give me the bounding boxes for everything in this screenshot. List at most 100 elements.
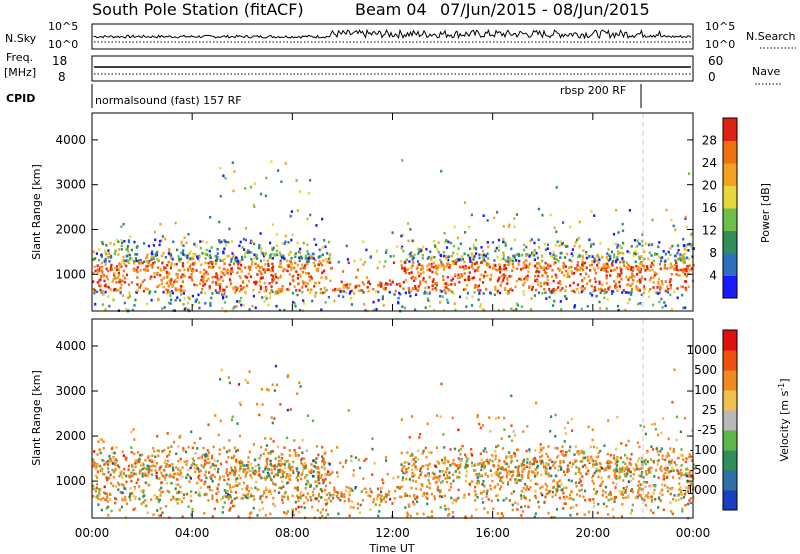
- power-echo-cell: [117, 273, 121, 277]
- velocity-echo-cell: [320, 496, 323, 499]
- power-echo-cell: [377, 284, 380, 287]
- power-echo-cell: [502, 276, 505, 280]
- velocity-echo-cell: [632, 467, 635, 470]
- velocity-echo-cell: [687, 490, 690, 493]
- power-echo-cell: [204, 261, 207, 265]
- velocity-echo-cell: [575, 504, 578, 507]
- velocity-echo-cell: [285, 476, 288, 479]
- velocity-echo-cell: [310, 468, 313, 472]
- power-echo-cell: [186, 256, 189, 259]
- power-echo-cell: [214, 275, 217, 279]
- power-echo-cell: [107, 249, 110, 252]
- velocity-echo-cell: [677, 472, 680, 475]
- power-echo-cell: [676, 287, 679, 290]
- velocity-echo-cell: [105, 506, 108, 510]
- power-echo-cell: [470, 259, 474, 263]
- power-echo-cell: [322, 259, 325, 263]
- nave-tick-high: 60: [708, 54, 723, 68]
- power-echo-cell: [237, 301, 240, 304]
- velocity-echo-cell: [230, 466, 233, 469]
- power-echo-cell: [318, 281, 321, 285]
- velocity-echo-cell: [181, 466, 184, 469]
- power-echo-cell: [418, 274, 421, 278]
- power-echo-cell: [517, 253, 520, 256]
- power-echo-cell: [404, 291, 407, 295]
- velocity-echo-cell: [217, 467, 220, 471]
- power-echo-cell: [549, 213, 552, 217]
- velocity-echo-cell: [621, 503, 624, 506]
- velocity-echo-cell: [450, 482, 453, 485]
- power-echo-cell: [290, 266, 293, 269]
- velocity-echo-cell: [554, 493, 557, 497]
- power-echo-cell: [675, 268, 678, 271]
- power-echo-cell: [591, 255, 594, 258]
- power-echo-cell: [516, 302, 519, 306]
- power-echo-cell: [358, 284, 361, 288]
- velocity-echo-cell: [483, 461, 486, 464]
- power-echo-cell: [306, 271, 309, 275]
- power-echo-cell: [293, 266, 296, 270]
- power-echo-cell: [113, 288, 116, 292]
- velocity-echo-cell: [595, 490, 598, 493]
- power-echo-cell: [210, 296, 213, 300]
- power-echo-cell: [640, 276, 643, 280]
- velocity-echo-cell: [503, 460, 506, 463]
- power-echo-cell: [658, 241, 661, 244]
- velocity-echo-cell: [292, 510, 295, 513]
- power-echo-cell: [646, 267, 649, 271]
- velocity-echo-cell: [615, 460, 618, 464]
- power-echo-cell: [123, 240, 126, 243]
- velocity-echo-cell: [278, 491, 281, 494]
- power-echo-cell: [471, 263, 474, 267]
- power-echo-cell: [147, 261, 150, 265]
- velocity-echo-cell: [431, 471, 434, 475]
- power-echo-cell: [222, 296, 225, 300]
- velocity-echo-cell: [152, 446, 155, 450]
- velocity-echo-cell: [554, 466, 557, 470]
- power-echo-cell: [403, 260, 406, 264]
- velocity-echo-cell: [669, 501, 672, 504]
- power-echo-cell: [328, 261, 331, 264]
- power-echo-cell: [433, 243, 436, 247]
- power-echo-cell: [635, 245, 638, 249]
- power-echo-cell: [454, 308, 457, 312]
- power-echo-cell: [107, 269, 110, 273]
- velocity-echo-cell: [206, 454, 209, 457]
- velocity-echo-cell: [256, 402, 259, 406]
- power-echo-cell: [291, 278, 294, 282]
- power-echo-cell: [516, 267, 519, 270]
- velocity-echo-cell: [324, 498, 327, 502]
- power-echo-cell: [329, 256, 332, 259]
- power-echo-cell: [116, 276, 119, 279]
- velocity-echo-cell: [506, 471, 509, 474]
- power-echo-cell: [614, 286, 617, 290]
- power-echo-cell: [575, 238, 579, 242]
- velocity-echo-cell: [570, 497, 573, 500]
- velocity-echo-cell: [411, 415, 414, 418]
- power-echo-cell: [620, 277, 623, 281]
- velocity-echo-cell: [685, 474, 689, 478]
- velocity-echo-cell: [197, 456, 200, 460]
- velocity-echo-cell: [666, 486, 669, 489]
- power-echo-cell: [531, 253, 534, 257]
- velocity-echo-cell: [264, 467, 267, 471]
- velocity-echo-cell: [95, 467, 98, 471]
- power-echo-cell: [104, 263, 107, 266]
- velocity-echo-cell: [615, 467, 618, 470]
- power-echo-cell: [289, 261, 292, 264]
- power-echo-cell: [192, 270, 195, 273]
- velocity-echo-cell: [570, 417, 573, 421]
- velocity-echo-cell: [293, 449, 296, 452]
- power-echo-cell: [315, 281, 318, 285]
- power-echo-cell: [224, 240, 227, 244]
- power-echo-cell: [552, 304, 555, 307]
- power-echo-cell: [495, 268, 498, 272]
- power-echo-cell: [92, 271, 95, 275]
- power-echo-cell: [610, 269, 613, 272]
- velocity-colorbar-tick: -1000: [682, 483, 717, 497]
- power-echo-cell: [269, 241, 272, 245]
- velocity-echo-cell: [328, 481, 332, 484]
- velocity-echo-cell: [352, 469, 355, 472]
- power-echo-cell: [578, 246, 581, 249]
- velocity-echo-cell: [618, 471, 621, 474]
